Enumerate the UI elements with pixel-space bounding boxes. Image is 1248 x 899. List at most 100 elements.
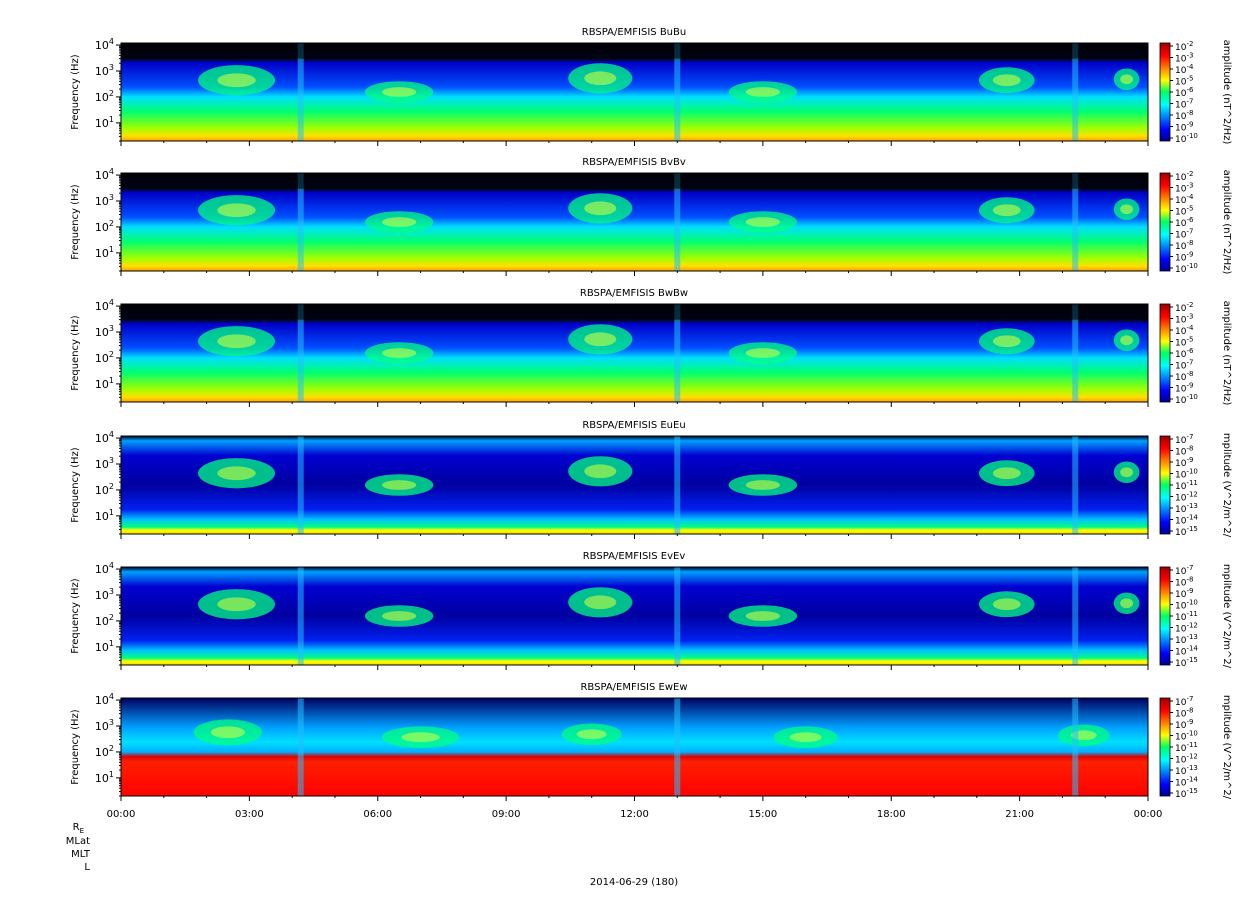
y-axis: 101 102 103 104 xyxy=(95,167,121,272)
colorbar-label: mplitude (V^2/m^2/ xyxy=(1221,695,1232,800)
x-axis-ticks xyxy=(120,665,1149,670)
x-tick-label: 06:00 xyxy=(363,809,392,820)
y-tick-label: 101 xyxy=(95,508,114,523)
colorbar-tick-label: 10-14 xyxy=(1175,514,1198,527)
panel-title: RBSPA/EMFISIS BwBw xyxy=(580,288,688,299)
y-axis: 101 102 103 104 xyxy=(95,37,121,142)
colorbar: 10-710-810-910-1010-1110-1210-1310-1410-… xyxy=(1159,695,1232,800)
colorbar-tick-label: 10-8 xyxy=(1175,109,1193,122)
colorbar-tick-label: 10-4 xyxy=(1175,324,1194,337)
y-axis-label: Frequency (Hz) xyxy=(70,578,81,654)
colorbar-label: mplitude (V^2/m^2/ xyxy=(1221,564,1232,669)
y-tick-label: 102 xyxy=(95,744,114,759)
y-tick-label: 103 xyxy=(95,718,114,733)
x-tick-label: 09:00 xyxy=(492,809,521,820)
x-tick-label: 15:00 xyxy=(748,809,777,820)
colorbar-tick-label: 10-9 xyxy=(1175,587,1193,600)
colorbar-tick-label: 10-5 xyxy=(1175,75,1193,88)
colorbar-tick-label: 10-2 xyxy=(1175,40,1193,53)
panel-title: RBSPA/EMFISIS BuBu xyxy=(582,27,686,38)
y-tick-label: 103 xyxy=(95,63,114,78)
colorbar-tick-label: 10-6 xyxy=(1175,347,1194,360)
y-tick-label: 104 xyxy=(95,37,114,52)
colorbar: 10-710-810-910-1010-1110-1210-1310-1410-… xyxy=(1159,564,1232,669)
colorbar-tick-label: 10-9 xyxy=(1175,121,1193,134)
y-tick-label: 101 xyxy=(95,115,114,130)
spectrogram-panels: RBSPA/EMFISIS BuBu 101 102 103 104 Frequency … xyxy=(70,27,1232,801)
spectrogram-panel-3: RBSPA/EMFISIS BwBw 101 102 103 104 Frequency … xyxy=(70,288,1232,407)
date-label: 2014-06-29 (180) xyxy=(590,877,678,888)
colorbar-tick-label: 10-8 xyxy=(1175,445,1193,458)
panel-title: RBSPA/EMFISIS EuEu xyxy=(582,420,685,431)
colorbar-tick-label: 10-10 xyxy=(1175,393,1198,406)
colorbar-tick-label: 10-8 xyxy=(1175,707,1193,720)
colorbar-tick-label: 10-9 xyxy=(1175,718,1193,731)
ephemeris-label-re: RE xyxy=(73,822,84,835)
spectrogram-image xyxy=(121,173,1148,271)
colorbar-tick-label: 10-13 xyxy=(1175,633,1198,646)
colorbar-tick-label: 10-6 xyxy=(1175,216,1194,229)
colorbar-tick-label: 10-3 xyxy=(1175,182,1193,195)
colorbar-tick-label: 10-9 xyxy=(1175,382,1193,395)
colorbar-tick-label: 10-9 xyxy=(1175,251,1193,264)
panel-title: RBSPA/EMFISIS EvEv xyxy=(583,551,686,562)
colorbar-tick-label: 10-7 xyxy=(1175,228,1193,241)
colorbar-tick-label: 10-3 xyxy=(1175,313,1193,326)
colorbar-tick-label: 10-7 xyxy=(1175,564,1193,577)
spectrogram-image xyxy=(121,304,1148,402)
colorbar-tick-label: 10-14 xyxy=(1175,645,1198,658)
colorbar-tick-label: 10-15 xyxy=(1175,525,1198,538)
y-axis: 101 102 103 104 xyxy=(95,692,121,797)
y-axis-label: Frequency (Hz) xyxy=(70,54,81,130)
spectrogram-image xyxy=(121,567,1148,665)
colorbar-tick-label: 10-2 xyxy=(1175,301,1193,314)
y-axis: 101 102 103 104 xyxy=(95,298,121,403)
spectrogram-image xyxy=(121,698,1148,796)
colorbar-tick-label: 10-11 xyxy=(1175,741,1198,754)
x-tick-label: 03:00 xyxy=(235,809,264,820)
colorbar-label: amplitude (nT^2/Hz) xyxy=(1221,40,1232,145)
spectrogram-image xyxy=(121,436,1148,534)
colorbar-tick-label: 10-4 xyxy=(1175,193,1194,206)
x-axis-ticks xyxy=(120,534,1149,539)
y-tick-label: 102 xyxy=(95,613,114,628)
y-tick-label: 102 xyxy=(95,482,114,497)
y-axis: 101 102 103 104 xyxy=(95,430,121,535)
y-tick-label: 104 xyxy=(95,167,114,182)
colorbar-tick-label: 10-10 xyxy=(1175,262,1198,275)
colorbar-tick-label: 10-5 xyxy=(1175,336,1193,349)
colorbar-tick-label: 10-12 xyxy=(1175,622,1198,635)
colorbar-tick-label: 10-11 xyxy=(1175,610,1198,623)
colorbar-label: amplitude (nT^2/Hz) xyxy=(1221,301,1232,406)
colorbar-tick-label: 10-10 xyxy=(1175,468,1198,481)
y-tick-label: 104 xyxy=(95,692,114,707)
x-axis-ticks xyxy=(120,271,1149,276)
y-axis-label: Frequency (Hz) xyxy=(70,315,81,391)
time-axis-labels: 00:00 03:00 06:00 09:00 12:00 15:00 18:00 21:00… xyxy=(107,809,1163,820)
y-tick-label: 104 xyxy=(95,298,114,313)
y-axis-label: Frequency (Hz) xyxy=(70,447,81,523)
colorbar: 10-210-310-410-510-610-710-810-910-10 amp… xyxy=(1159,301,1232,406)
y-tick-label: 101 xyxy=(95,770,114,785)
colorbar-tick-label: 10-7 xyxy=(1175,98,1193,111)
y-tick-label: 101 xyxy=(95,639,114,654)
spectrogram-image xyxy=(121,43,1148,141)
panel-title: RBSPA/EMFISIS BvBv xyxy=(582,157,686,168)
colorbar-tick-label: 10-13 xyxy=(1175,502,1198,515)
colorbar: 10-710-810-910-1010-1110-1210-1310-1410-… xyxy=(1159,433,1232,538)
colorbar-label: mplitude (V^2/m^2/ xyxy=(1221,433,1232,538)
colorbar-tick-label: 10-6 xyxy=(1175,86,1194,99)
colorbar-tick-label: 10-8 xyxy=(1175,370,1193,383)
ephemeris-label-mlt: MLT xyxy=(71,849,91,860)
y-axis-label: Frequency (Hz) xyxy=(70,184,81,260)
ephemeris-labels: RE MLat MLT L xyxy=(66,822,91,873)
y-tick-label: 101 xyxy=(95,245,114,260)
spectrogram-panel-6: RBSPA/EMFISIS EwEw 101 102 103 104 Frequency … xyxy=(70,682,1232,801)
ephemeris-label-mlat: MLat xyxy=(66,836,90,847)
colorbar-tick-label: 10-2 xyxy=(1175,170,1193,183)
x-tick-label: 12:00 xyxy=(620,809,649,820)
colorbar-tick-label: 10-4 xyxy=(1175,63,1194,76)
colorbar-tick-label: 10-8 xyxy=(1175,239,1193,252)
colorbar-label: amplitude (nT^2/Hz) xyxy=(1221,170,1232,275)
y-tick-label: 104 xyxy=(95,430,114,445)
